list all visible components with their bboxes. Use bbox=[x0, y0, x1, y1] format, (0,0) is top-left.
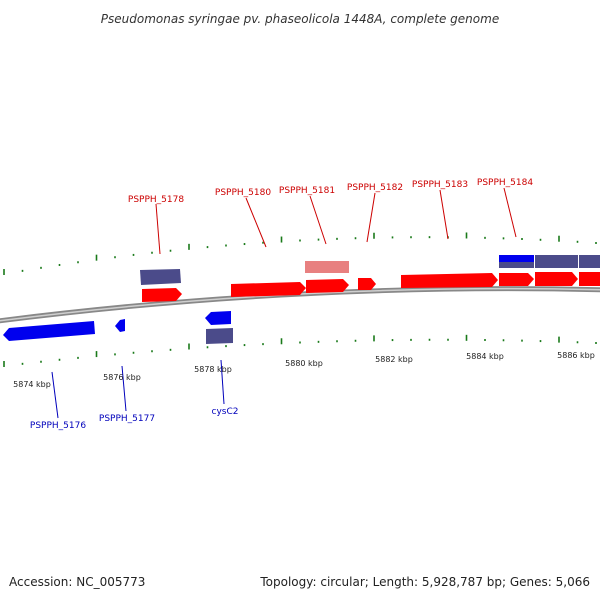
gene-arrow-forward bbox=[535, 272, 578, 286]
gene-arrow-forward bbox=[579, 272, 600, 286]
gene-arrow-forward bbox=[142, 288, 182, 302]
gene-label-pspph-5183[interactable]: PSPPH_5183 bbox=[412, 180, 468, 190]
gene-feature-5185-other bbox=[579, 255, 600, 268]
scale-label: 5886 kbp bbox=[557, 351, 595, 360]
gene-feature-5184-other-b bbox=[535, 255, 578, 268]
label-leader-line bbox=[503, 187, 517, 238]
inner-tick-ring bbox=[3, 334, 597, 367]
gene-feature-5181-light bbox=[305, 261, 349, 273]
genome-summary-text: Topology: circular; Length: 5,928,787 bp… bbox=[259, 575, 590, 589]
gene-label-pspph-5182[interactable]: PSPPH_5182 bbox=[347, 183, 403, 193]
gene-label-pspph-5184[interactable]: PSPPH_5184 bbox=[477, 178, 533, 188]
accession-text: Accession: NC_005773 bbox=[9, 575, 145, 589]
gene-label-pspph-5176[interactable]: PSPPH_5176 bbox=[30, 421, 86, 431]
map-title: Pseudomonas syringae pv. phaseolicola 14… bbox=[101, 12, 499, 26]
scale-label: 5878 kbp bbox=[194, 365, 232, 374]
gene-feature-5184-blue bbox=[499, 255, 534, 262]
outer-tick-ring bbox=[3, 232, 597, 275]
label-leader-line bbox=[51, 371, 59, 419]
scale-label: 5880 kbp bbox=[285, 359, 323, 368]
scale-label: 5882 kbp bbox=[375, 355, 413, 364]
gene-arrow-forward bbox=[231, 282, 306, 297]
gene-label-pspph-5178[interactable]: PSPPH_5178 bbox=[128, 195, 184, 205]
gene-arrow-reverse bbox=[115, 319, 125, 332]
label-leader-line bbox=[121, 365, 127, 412]
gene-arrow-reverse bbox=[3, 321, 95, 341]
label-leader-line bbox=[220, 359, 225, 405]
label-leader-line bbox=[439, 189, 449, 240]
label-leader-line bbox=[366, 192, 376, 243]
scale-label: 5876 kbp bbox=[103, 373, 141, 382]
label-leader-line bbox=[155, 203, 161, 255]
gene-label-cysc2[interactable]: cysC2 bbox=[212, 407, 239, 417]
gene-arrow-forward bbox=[499, 273, 534, 286]
label-leader-line bbox=[245, 197, 267, 248]
gene-feature-cysc2-other bbox=[206, 328, 233, 344]
gene-arrow-forward bbox=[358, 278, 376, 290]
gene-label-pspph-5177[interactable]: PSPPH_5177 bbox=[99, 414, 155, 424]
gene-arrow-forward bbox=[401, 273, 498, 288]
gene-arrow-forward bbox=[306, 279, 349, 293]
gene-feature-5178-other bbox=[140, 269, 181, 285]
gene-feature-5184-other-a bbox=[499, 262, 534, 268]
scale-label: 5874 kbp bbox=[13, 380, 51, 389]
gene-label-pspph-5181[interactable]: PSPPH_5181 bbox=[279, 186, 335, 196]
gene-label-pspph-5180[interactable]: PSPPH_5180 bbox=[215, 188, 271, 198]
scale-label: 5884 kbp bbox=[466, 352, 504, 361]
label-leader-line bbox=[309, 195, 327, 245]
gene-arrow-reverse bbox=[205, 311, 231, 325]
